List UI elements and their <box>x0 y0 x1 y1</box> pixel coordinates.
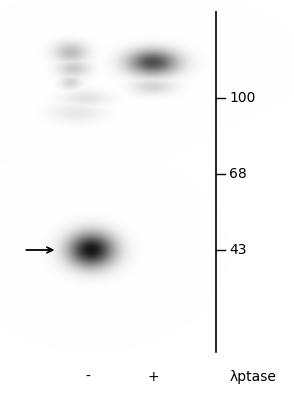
Text: -: - <box>86 370 91 384</box>
Text: 68: 68 <box>229 167 247 181</box>
Text: 100: 100 <box>229 91 256 105</box>
Text: +: + <box>147 370 159 384</box>
Text: 43: 43 <box>229 243 247 257</box>
Text: λptase: λptase <box>229 370 276 384</box>
